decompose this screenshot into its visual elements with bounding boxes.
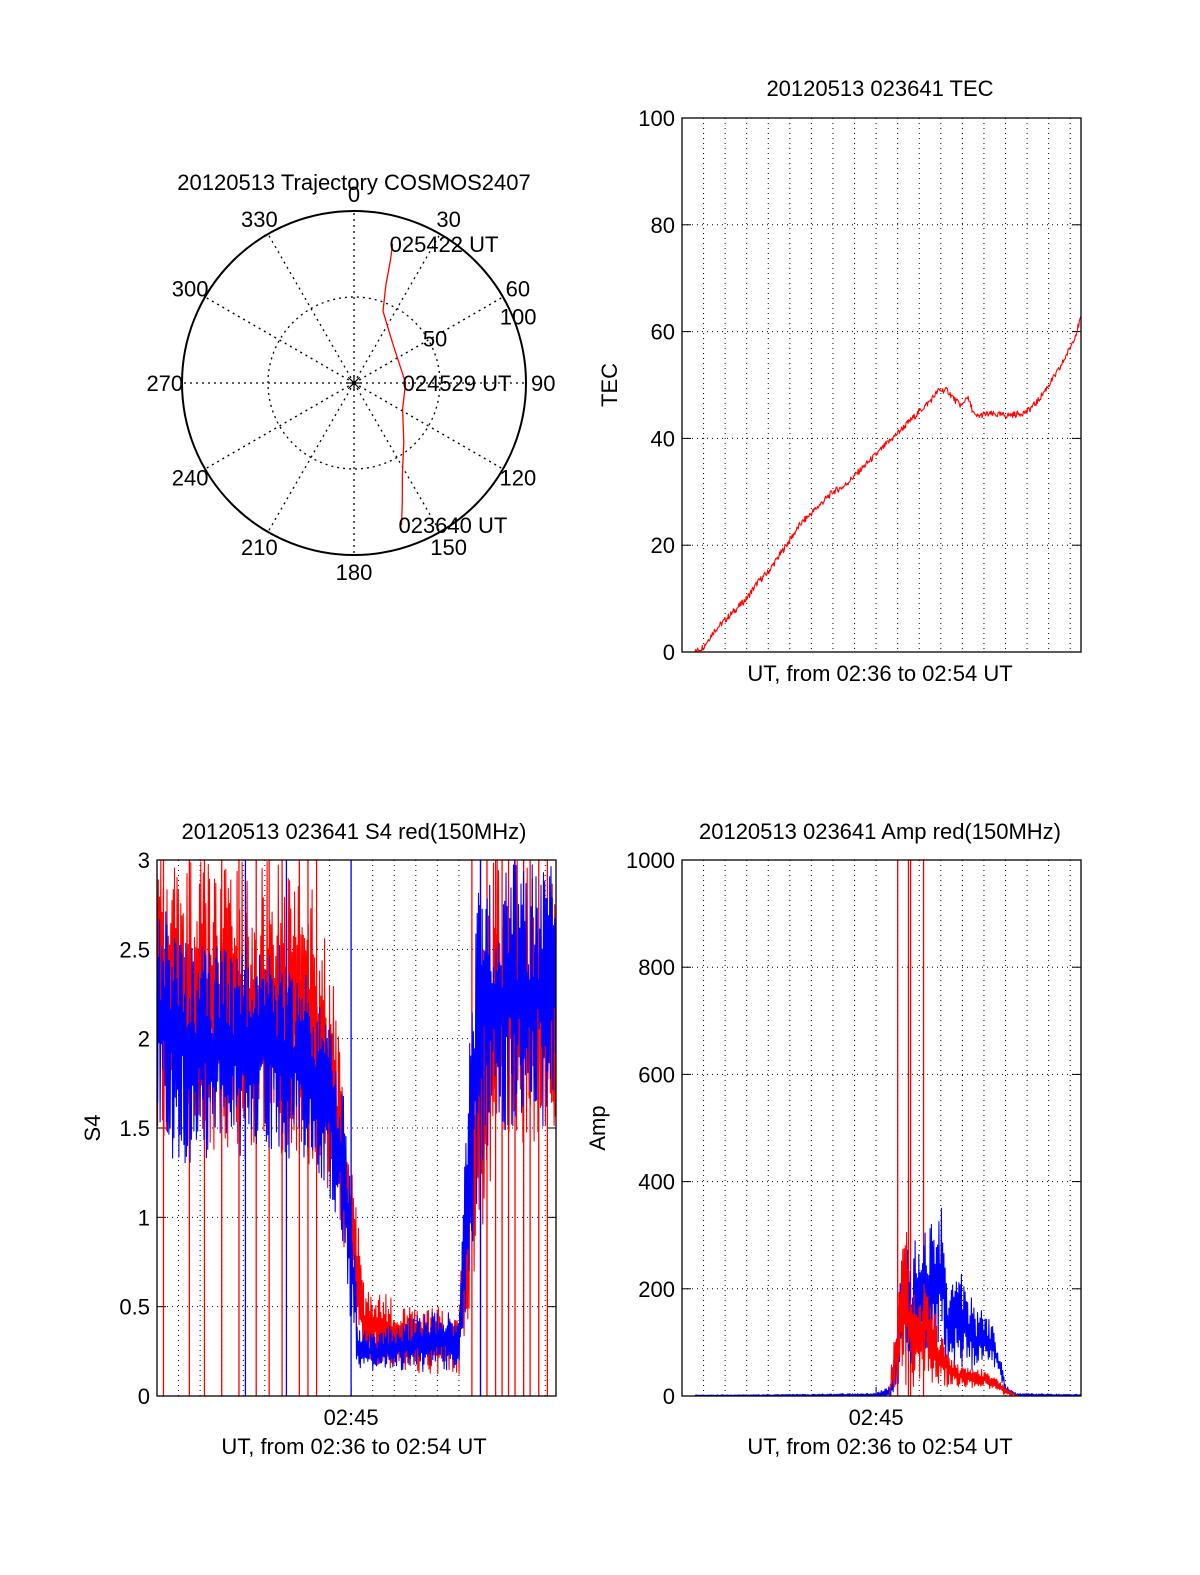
- tec-ylabel: TEC: [597, 363, 622, 407]
- y-tick-label: 20: [651, 533, 675, 558]
- polar-spoke: [204, 296, 355, 384]
- polar-radius-tick-labels: 50 100: [423, 304, 537, 351]
- y-tick-label: 0: [138, 1384, 150, 1409]
- y-tick-label: 3: [138, 848, 150, 873]
- polar-angle-tick-labels: 0 30 60 90 120 150 180 210 240 270 300 330: [146, 182, 555, 585]
- polar-title: 20120513 Trajectory COSMOS2407: [177, 170, 530, 195]
- polar-angle-tick: 150: [430, 535, 467, 560]
- amp-title: 20120513 023641 Amp red(150MHz): [699, 819, 1061, 844]
- s4-plot-area: 0 0.5 1 1.5 2 2.5 3 02:45: [119, 848, 557, 1430]
- polar-trajectory-line: [382, 243, 407, 525]
- tec-title: 20120513 023641 TEC: [766, 76, 993, 101]
- y-tick-label: 1: [138, 1205, 150, 1230]
- plot-frame: [681, 859, 1082, 1397]
- polar-spoke: [267, 233, 355, 384]
- y-tick-label: 400: [638, 1170, 675, 1195]
- tec-chart: 20120513 023641 TEC TEC UT, from 02:36 t…: [597, 76, 1082, 686]
- y-tick-label: 60: [651, 320, 675, 345]
- polar-spoke: [353, 382, 504, 470]
- polar-time-label: 024529 UT: [403, 371, 512, 396]
- polar-spoke: [353, 233, 441, 384]
- polar-center-mark: [347, 382, 355, 390]
- y-tick-label: 800: [638, 955, 675, 980]
- polar-center-mark: [353, 382, 361, 390]
- y-tick-label: 80: [651, 213, 675, 238]
- y-tick-label: 100: [638, 106, 675, 131]
- polar-angle-tick: 270: [146, 371, 183, 396]
- polar-spoke: [353, 296, 504, 384]
- polar-angle-tick: 90: [531, 371, 555, 396]
- red-series-line: [888, 1231, 1019, 1396]
- red-series-line: [694, 313, 1081, 652]
- polar-angle-tick: 240: [172, 466, 209, 491]
- x-tick-label: 02:45: [849, 1405, 904, 1430]
- y-tick-label: 2: [138, 1027, 150, 1052]
- s4-xlabel: UT, from 02:36 to 02:54 UT: [221, 1434, 486, 1459]
- polar-center-mark: [353, 376, 361, 384]
- polar-angle-tick: 180: [336, 560, 373, 585]
- amp-plot-area: 0 200 400 600 800 1000 02:45: [626, 848, 1082, 1430]
- polar-annotations: 025422 UT 024529 UT 023640 UT: [390, 232, 512, 538]
- polar-grid: [181, 210, 527, 556]
- amp-xlabel: UT, from 02:36 to 02:54 UT: [747, 1434, 1012, 1459]
- y-tick-label: 0.5: [119, 1295, 150, 1320]
- polar-angle-tick: 60: [506, 276, 530, 301]
- s4-ylabel: S4: [80, 1115, 105, 1142]
- polar-trajectory: [382, 243, 407, 525]
- y-tick-label: 2.5: [119, 937, 150, 962]
- polar-outer-circle: [181, 210, 527, 556]
- polar-radius-tick: 50: [423, 327, 447, 352]
- polar-angle-tick: 300: [172, 276, 209, 301]
- polar-angle-tick: 330: [241, 207, 278, 232]
- series-group: [694, 860, 1081, 1396]
- x-tick-label: 02:45: [324, 1405, 379, 1430]
- blue-series-line: [157, 860, 556, 1373]
- y-tick-label: 0: [663, 1384, 675, 1409]
- tec-plot-area: 0 20 40 60 80 100: [638, 106, 1082, 665]
- y-tick-label: 600: [638, 1062, 675, 1087]
- plot-frame: [156, 859, 557, 1397]
- series-group: [157, 860, 556, 1396]
- polar-angle-tick: 120: [499, 466, 536, 491]
- y-tick-label: 40: [651, 426, 675, 451]
- polar-angle-tick: 210: [241, 535, 278, 560]
- amp-ylabel: Amp: [585, 1105, 610, 1150]
- plot-frame: [681, 117, 1082, 653]
- polar-time-label: 025422 UT: [390, 232, 499, 257]
- y-tick-label: 1.5: [119, 1116, 150, 1141]
- y-tick-label: 200: [638, 1277, 675, 1302]
- polar-spoke: [204, 382, 355, 470]
- polar-angle-tick: 30: [436, 207, 460, 232]
- tec-xlabel: UT, from 02:36 to 02:54 UT: [747, 661, 1012, 686]
- polar-angle-tick: 0: [348, 182, 360, 207]
- y-tick-label: 1000: [626, 848, 675, 873]
- polar-time-label: 023640 UT: [398, 513, 507, 538]
- polar-spoke: [353, 382, 441, 533]
- polar-center-mark: [347, 376, 355, 384]
- y-tick-label: 0: [663, 640, 675, 665]
- s4-chart: 20120513 023641 S4 red(150MHz) S4 UT, fr…: [80, 819, 557, 1459]
- polar-spoke: [267, 382, 355, 533]
- series-group: [694, 313, 1081, 652]
- polar-radius-tick: 100: [500, 304, 537, 329]
- trajectory-polar-plot: 20120513 Trajectory COSMOS2407 0 30 60 90 12…: [146, 170, 555, 585]
- s4-title: 20120513 023641 S4 red(150MHz): [182, 819, 527, 844]
- amp-chart: 20120513 023641 Amp red(150MHz) Amp UT, …: [585, 819, 1082, 1459]
